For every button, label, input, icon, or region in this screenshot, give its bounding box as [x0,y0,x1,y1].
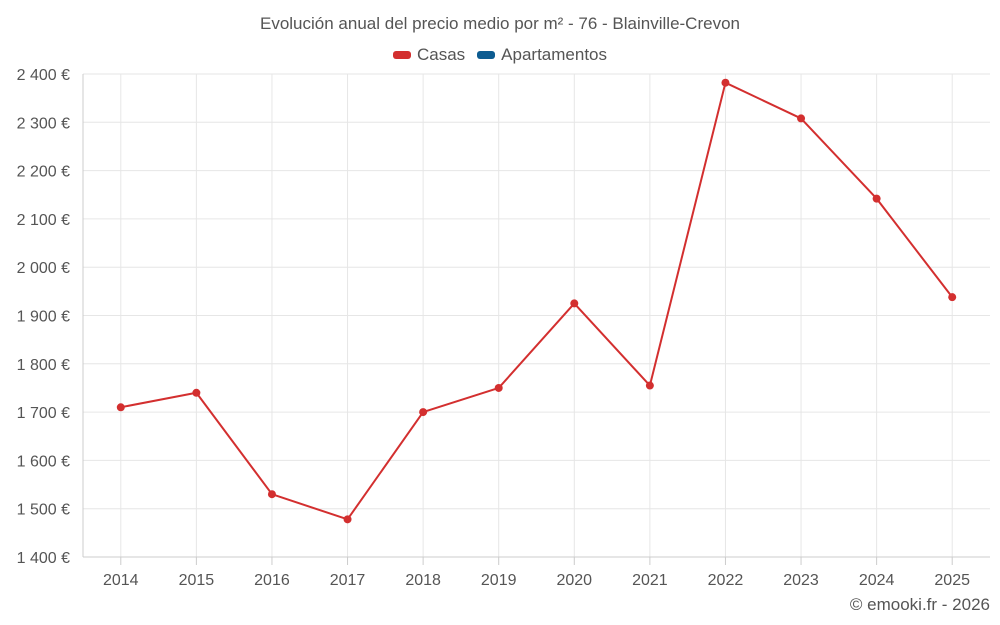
data-point-casas [721,78,730,87]
data-point-casas [343,515,352,524]
data-point-casas [267,490,276,499]
x-tick-label: 2017 [330,572,366,589]
casas-swatch-icon [392,51,411,59]
y-tick-label: 1 900 € [17,309,70,326]
x-tick-label: 2014 [103,572,139,589]
apartamentos-swatch-icon [477,51,496,59]
legend-label-apartamentos: Apartamentos [501,45,608,64]
data-point-casas [645,381,654,390]
x-tick-label: 2020 [556,572,592,589]
x-tick-label: 2024 [859,572,895,589]
data-point-casas [570,299,579,308]
x-tick-label: 2016 [254,572,290,589]
y-tick-label: 2 000 € [17,260,70,277]
y-tick-label: 2 300 € [17,115,70,132]
credit-text: © emooki.fr - 2026 [849,595,990,614]
data-point-casas [948,293,957,302]
data-point-casas [797,114,806,123]
x-tick-label: 2022 [708,572,744,589]
chart-legend: Casas Apartamentos [0,45,1000,65]
y-tick-label: 2 100 € [17,212,70,229]
chart-title: Evolución anual del precio medio por m² … [259,14,740,33]
data-point-casas [192,388,201,397]
x-tick-label: 2021 [632,572,668,589]
data-point-casas [419,408,428,417]
legend-label-casas: Casas [416,45,466,64]
y-tick-label: 1 400 € [17,550,70,567]
y-tick-label: 1 800 € [17,357,70,374]
legend-item-casas[interactable]: Casas [392,45,466,65]
data-point-casas [872,194,881,203]
legend-item-apartamentos[interactable]: Apartamentos [477,45,607,65]
x-tick-label: 2018 [405,572,441,589]
y-tick-label: 1 600 € [17,453,70,470]
x-tick-label: 2019 [481,572,517,589]
x-tick-label: 2015 [179,572,215,589]
x-tick-label: 2025 [934,572,970,589]
data-point-casas [116,403,125,412]
y-tick-label: 2 200 € [17,164,70,181]
y-tick-label: 2 400 € [17,67,70,84]
x-tick-label: 2023 [783,572,819,589]
y-tick-label: 1 500 € [17,502,70,519]
y-tick-label: 1 700 € [17,405,70,422]
data-point-casas [494,383,503,392]
series-line-casas [120,81,954,521]
